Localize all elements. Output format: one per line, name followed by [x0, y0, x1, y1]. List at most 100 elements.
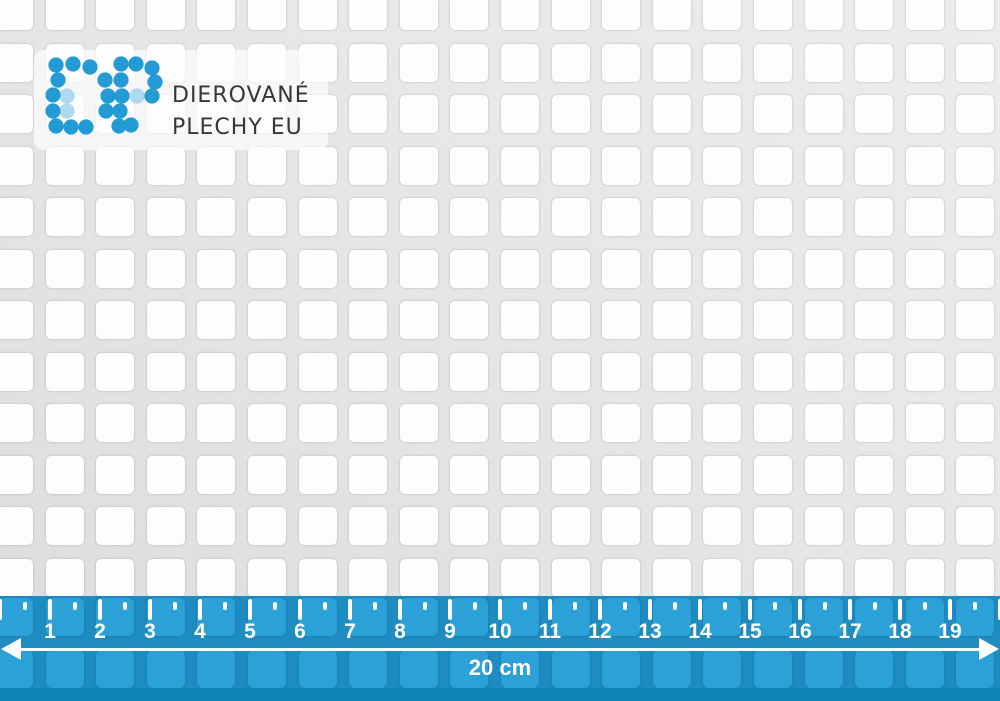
- sheet-hole: [804, 43, 843, 82]
- sheet-hole: [703, 146, 742, 185]
- sheet-hole: [804, 95, 843, 133]
- sheet-hole: [146, 352, 185, 391]
- ruler-number: 17: [838, 620, 862, 643]
- sheet-hole: [905, 352, 944, 391]
- sheet-hole: [905, 0, 944, 30]
- sheet-hole: [602, 249, 641, 288]
- ruler-tick-major: [598, 599, 602, 620]
- sheet-hole: [399, 352, 438, 391]
- sheet-hole: [703, 301, 742, 339]
- sheet-hole: [956, 301, 995, 339]
- sheet-hole: [349, 249, 388, 288]
- sheet-hole: [450, 455, 489, 494]
- sheet-hole: [248, 198, 286, 236]
- sheet-hole: [450, 95, 489, 133]
- sheet-hole: [450, 43, 489, 82]
- sheet-hole: [855, 249, 894, 288]
- sheet-hole: [298, 558, 337, 597]
- ruler-tick-minor: [573, 602, 577, 610]
- sheet-hole: [248, 558, 286, 597]
- logo-dot: [129, 88, 145, 104]
- sheet-hole: [501, 301, 539, 339]
- ruler-number: 19: [938, 620, 962, 643]
- ruler-tick-minor: [23, 602, 27, 610]
- ruler-number: 15: [738, 620, 762, 643]
- sheet-hole: [45, 198, 84, 236]
- sheet-hole: [96, 352, 135, 391]
- ruler-tick-major: [98, 599, 102, 620]
- logo-dot: [45, 103, 61, 119]
- sheet-hole: [956, 352, 995, 391]
- sheet-hole: [298, 455, 337, 494]
- logo-dot: [114, 88, 130, 104]
- sheet-hole: [602, 43, 641, 82]
- logo-dot: [113, 56, 129, 72]
- sheet-hole: [754, 558, 792, 597]
- ruler-tick-minor: [373, 602, 377, 610]
- sheet-hole: [905, 301, 944, 339]
- sheet-hole: [652, 249, 691, 288]
- ruler-arrow-line: [12, 648, 988, 651]
- sheet-hole: [855, 43, 894, 82]
- sheet-hole: [501, 404, 539, 442]
- ruler-tick-major: [248, 599, 252, 620]
- sheet-hole: [45, 352, 84, 391]
- sheet-hole: [501, 352, 539, 391]
- sheet-hole: [602, 507, 641, 545]
- ruler-tick-major: [648, 599, 652, 620]
- sheet-hole: [703, 404, 742, 442]
- sheet-hole: [197, 455, 236, 494]
- sheet-hole: [399, 95, 438, 133]
- sheet-hole: [45, 249, 84, 288]
- ruler-tick-major: [448, 599, 452, 620]
- ruler-length-label: 20 cm: [468, 655, 532, 680]
- ruler-tick-minor: [923, 602, 927, 610]
- sheet-hole: [0, 404, 33, 442]
- sheet-hole: [450, 249, 489, 288]
- sheet-hole: [652, 301, 691, 339]
- dp-dots-logo-icon: [45, 56, 163, 135]
- sheet-hole: [501, 146, 539, 185]
- sheet-hole: [905, 43, 944, 82]
- sheet-hole: [298, 0, 337, 30]
- sheet-hole: [349, 404, 388, 442]
- ruler-number: 7: [344, 620, 356, 643]
- sheet-hole: [450, 404, 489, 442]
- sheet-hole: [298, 301, 337, 339]
- logo-dot: [45, 87, 61, 103]
- sheet-hole: [501, 455, 539, 494]
- sheet-hole: [501, 95, 539, 133]
- sheet-hole: [349, 198, 388, 236]
- sheet-hole: [956, 146, 995, 185]
- sheet-hole: [501, 198, 539, 236]
- sheet-hole: [501, 0, 539, 30]
- sheet-hole: [501, 558, 539, 597]
- sheet-hole: [551, 404, 590, 442]
- sheet-hole: [652, 95, 691, 133]
- sheet-hole: [450, 507, 489, 545]
- ruler-tick-minor: [423, 602, 427, 610]
- sheet-hole: [450, 146, 489, 185]
- ruler-tick-minor: [473, 602, 477, 610]
- sheet-hole: [551, 43, 590, 82]
- ruler-number: 1: [44, 620, 56, 643]
- ruler-number: 18: [888, 620, 912, 643]
- sheet-hole: [96, 198, 135, 236]
- sheet-hole: [956, 43, 995, 82]
- sheet-hole: [855, 558, 894, 597]
- sheet-hole: [551, 95, 590, 133]
- ruler-tick-minor: [123, 602, 127, 610]
- sheet-hole: [399, 301, 438, 339]
- sheet-hole: [248, 301, 286, 339]
- sheet-hole: [450, 558, 489, 597]
- sheet-hole: [905, 249, 944, 288]
- ruler-tick-major: [398, 599, 402, 620]
- ruler: 1 2 3 4 5 6 7 8 9 10 11 12 13 14 15 16 17 18 19 20 cm: [0, 596, 1000, 701]
- sheet-hole: [146, 301, 185, 339]
- sheet-hole: [602, 146, 641, 185]
- sheet-hole: [146, 455, 185, 494]
- sheet-hole: [703, 249, 742, 288]
- sheet-hole: [956, 455, 995, 494]
- logo-dot: [144, 60, 160, 76]
